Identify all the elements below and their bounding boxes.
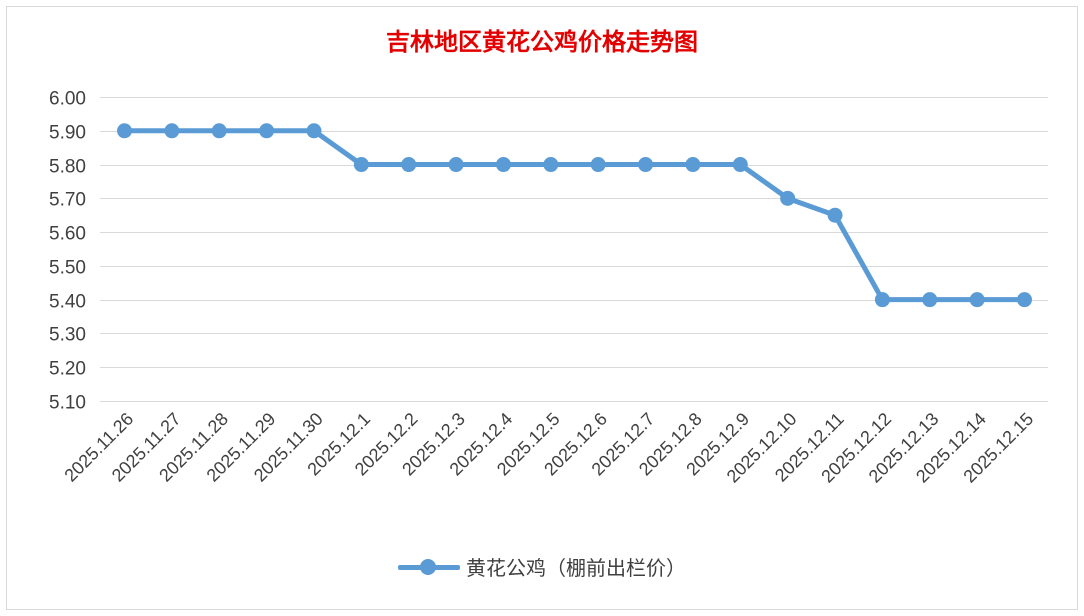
data-point [922, 292, 938, 308]
data-point [448, 157, 464, 173]
data-point [874, 292, 890, 308]
data-point [495, 157, 511, 173]
y-tick-label: 5.20 [49, 359, 86, 380]
data-point [590, 157, 606, 173]
series-line [122, 128, 1027, 303]
y-tick-label: 5.90 [49, 123, 86, 144]
series-line-layer [122, 128, 1027, 303]
data-point [780, 190, 796, 206]
data-point [306, 123, 322, 139]
data-point [638, 157, 654, 173]
y-tick-label: 5.50 [49, 258, 86, 279]
data-point [685, 157, 701, 173]
y-tick-label: 5.30 [49, 325, 86, 346]
data-point [353, 157, 369, 173]
data-point [117, 123, 132, 139]
data-point [259, 123, 275, 139]
y-tick-label: 5.10 [49, 393, 86, 414]
data-point [1017, 292, 1032, 308]
x-axis-ticks: 2025.11.262025.11.272025.11.282025.11.29… [60, 409, 1037, 487]
data-point [401, 157, 417, 173]
legend: 黄花公鸡（棚前出栏价） [0, 552, 1084, 581]
y-axis-ticks: 6.00 5.90 5.80 5.70 5.60 5.50 5.40 5.30 5.20 5.10 [49, 89, 86, 414]
data-point [827, 207, 843, 223]
data-point [543, 157, 559, 173]
data-point [732, 157, 748, 173]
data-point [211, 123, 227, 139]
series-points [117, 123, 1032, 308]
y-tick-label: 5.40 [49, 292, 86, 313]
chart-frame [6, 6, 1078, 610]
data-point [164, 123, 180, 139]
legend-swatch-icon [398, 557, 460, 577]
gridlines [100, 97, 1048, 402]
legend-label: 黄花公鸡（棚前出栏价） [466, 556, 686, 580]
data-point [969, 292, 985, 308]
y-tick-label: 5.60 [49, 224, 86, 245]
y-tick-label: 5.80 [49, 157, 86, 178]
y-tick-label: 6.00 [49, 89, 86, 110]
y-tick-label: 5.70 [49, 190, 86, 211]
chart-title: 吉林地区黄花公鸡价格走势图 [386, 27, 698, 56]
